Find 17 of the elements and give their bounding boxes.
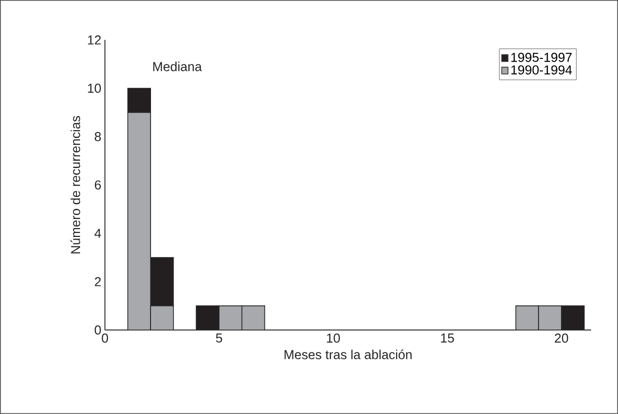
y-tick-label: 2: [94, 277, 101, 286]
x-tick-label: 0: [102, 334, 108, 343]
x-tick-label: 5: [216, 334, 222, 343]
legend-label: 1990-1994: [511, 65, 572, 75]
y-tick-label: 12: [88, 35, 101, 44]
x-tick-label: 15: [441, 334, 454, 343]
y-tick-label: 10: [88, 84, 101, 93]
y-tick-label: 0: [94, 325, 101, 335]
x-axis-title: Meses tras la ablación: [284, 350, 412, 360]
annotation: Mediana: [153, 62, 202, 72]
y-tick-label: 8: [94, 132, 101, 142]
y-tick-label: 4: [94, 228, 102, 238]
y-axis-title: Número de recurrencias: [70, 116, 80, 254]
x-tick-label: 20: [554, 334, 568, 343]
legend-label: 1995-1997: [511, 52, 572, 62]
x-tick-label: 10: [326, 334, 340, 343]
y-tick-label: 6: [94, 180, 101, 190]
